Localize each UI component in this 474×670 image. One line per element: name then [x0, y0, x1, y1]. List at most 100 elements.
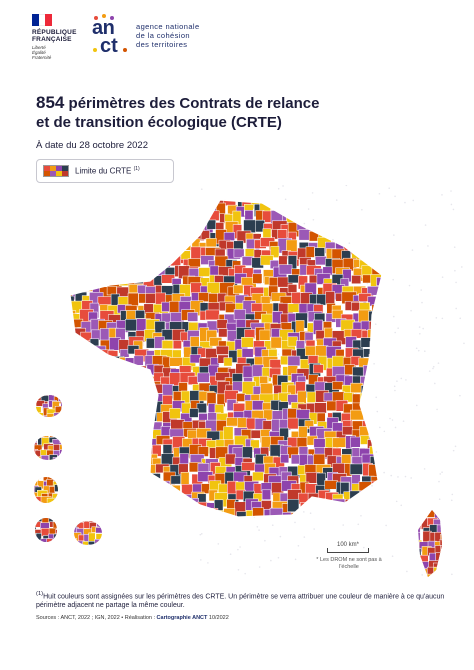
background-dot [400, 504, 403, 507]
crte-perimeter [82, 409, 92, 420]
crte-perimeter [66, 516, 77, 525]
crte-perimeter [72, 400, 84, 411]
crte-perimeter [205, 238, 217, 248]
scale-bar: 100 km* [318, 542, 378, 555]
crte-perimeter [100, 420, 102, 430]
crte-perimeter [34, 475, 38, 484]
crte-perimeter [215, 372, 231, 381]
background-dot [279, 535, 282, 538]
background-dot [284, 198, 287, 201]
crte-perimeter [81, 257, 94, 267]
crte-perimeter [102, 499, 117, 514]
crte-perimeter [360, 246, 376, 260]
crte-perimeter [52, 457, 64, 465]
crte-perimeter [180, 471, 190, 487]
crte-perimeter [107, 480, 119, 494]
background-dot [454, 445, 457, 448]
crte-perimeter [144, 267, 154, 277]
crte-perimeter [76, 396, 86, 408]
crte-perimeter [196, 403, 207, 414]
crte-perimeter [81, 436, 93, 452]
crte-perimeter [90, 211, 105, 224]
crte-perimeter [72, 395, 79, 401]
crte-perimeter [92, 392, 102, 402]
crte-perimeter [107, 435, 121, 445]
crte-perimeter [88, 406, 98, 416]
crte-perimeter [83, 472, 93, 480]
crte-perimeter [97, 403, 102, 411]
crte-perimeter [65, 538, 76, 545]
crte-perimeter [59, 526, 69, 533]
background-dot [410, 309, 412, 312]
crte-perimeter [371, 376, 381, 386]
crte-perimeter [369, 489, 382, 500]
crte-perimeter [65, 418, 73, 426]
background-dot [424, 350, 426, 352]
crte-perimeter [377, 312, 382, 329]
crte-perimeter [89, 200, 100, 209]
corse-crte-perimeters [418, 510, 442, 577]
crte-perimeter [189, 408, 199, 418]
crte-perimeter [55, 508, 64, 516]
crte-perimeter [70, 508, 81, 517]
crte-perimeter [41, 515, 50, 524]
crte-perimeter [62, 548, 70, 554]
crte-perimeter [47, 502, 58, 513]
crte-perimeter [143, 522, 152, 536]
background-dot [271, 524, 274, 526]
crte-perimeter [83, 498, 92, 505]
crte-perimeter [223, 357, 233, 367]
crte-perimeter [94, 539, 102, 545]
crte-perimeter [172, 507, 186, 517]
crte-perimeter [136, 237, 152, 252]
crte-perimeter [371, 409, 382, 420]
crte-perimeter [109, 509, 124, 517]
crte-perimeter [60, 520, 71, 530]
crte-perimeter [70, 219, 84, 231]
crte-perimeter [98, 257, 112, 269]
crte-perimeter [100, 442, 102, 449]
background-dot [342, 524, 345, 526]
background-dot [282, 185, 284, 187]
crte-perimeter [439, 534, 442, 544]
crte-perimeter [70, 358, 77, 374]
crte-perimeter [71, 426, 78, 435]
crte-perimeter [110, 492, 125, 506]
background-dot [258, 566, 261, 568]
crte-perimeter [125, 247, 137, 259]
crte-perimeter [58, 480, 68, 489]
crte-perimeter [304, 213, 316, 229]
crte-perimeter [110, 248, 123, 258]
crte-perimeter [73, 460, 83, 470]
crte-perimeter [65, 544, 77, 545]
crte-perimeter [111, 429, 121, 446]
crte-perimeter [40, 424, 50, 433]
crte-perimeter [117, 444, 133, 460]
crte-perimeter [79, 211, 90, 223]
crte-perimeter [64, 433, 76, 441]
background-dot [217, 543, 220, 545]
crte-perimeter [178, 219, 194, 234]
crte-perimeter [182, 520, 197, 529]
crte-perimeter [332, 437, 347, 448]
crte-perimeter [133, 471, 145, 483]
crte-perimeter [381, 412, 382, 424]
crte-perimeter [70, 478, 80, 488]
background-dot [451, 573, 453, 576]
crte-perimeter [109, 473, 121, 483]
crte-perimeter [381, 481, 382, 497]
crte-perimeter [287, 417, 299, 430]
crte-perimeter [170, 475, 181, 485]
crte-perimeter [71, 509, 82, 518]
crte-perimeter [53, 533, 61, 543]
crte-perimeter [137, 204, 148, 214]
crte-perimeter [380, 283, 382, 296]
crte-perimeter [151, 501, 160, 514]
background-dot [376, 410, 379, 413]
crte-perimeter [259, 516, 274, 517]
crte-perimeter [92, 463, 102, 473]
background-dot [363, 546, 365, 549]
crte-perimeter [70, 382, 86, 397]
background-dot [389, 417, 391, 420]
crte-perimeter [70, 429, 75, 446]
